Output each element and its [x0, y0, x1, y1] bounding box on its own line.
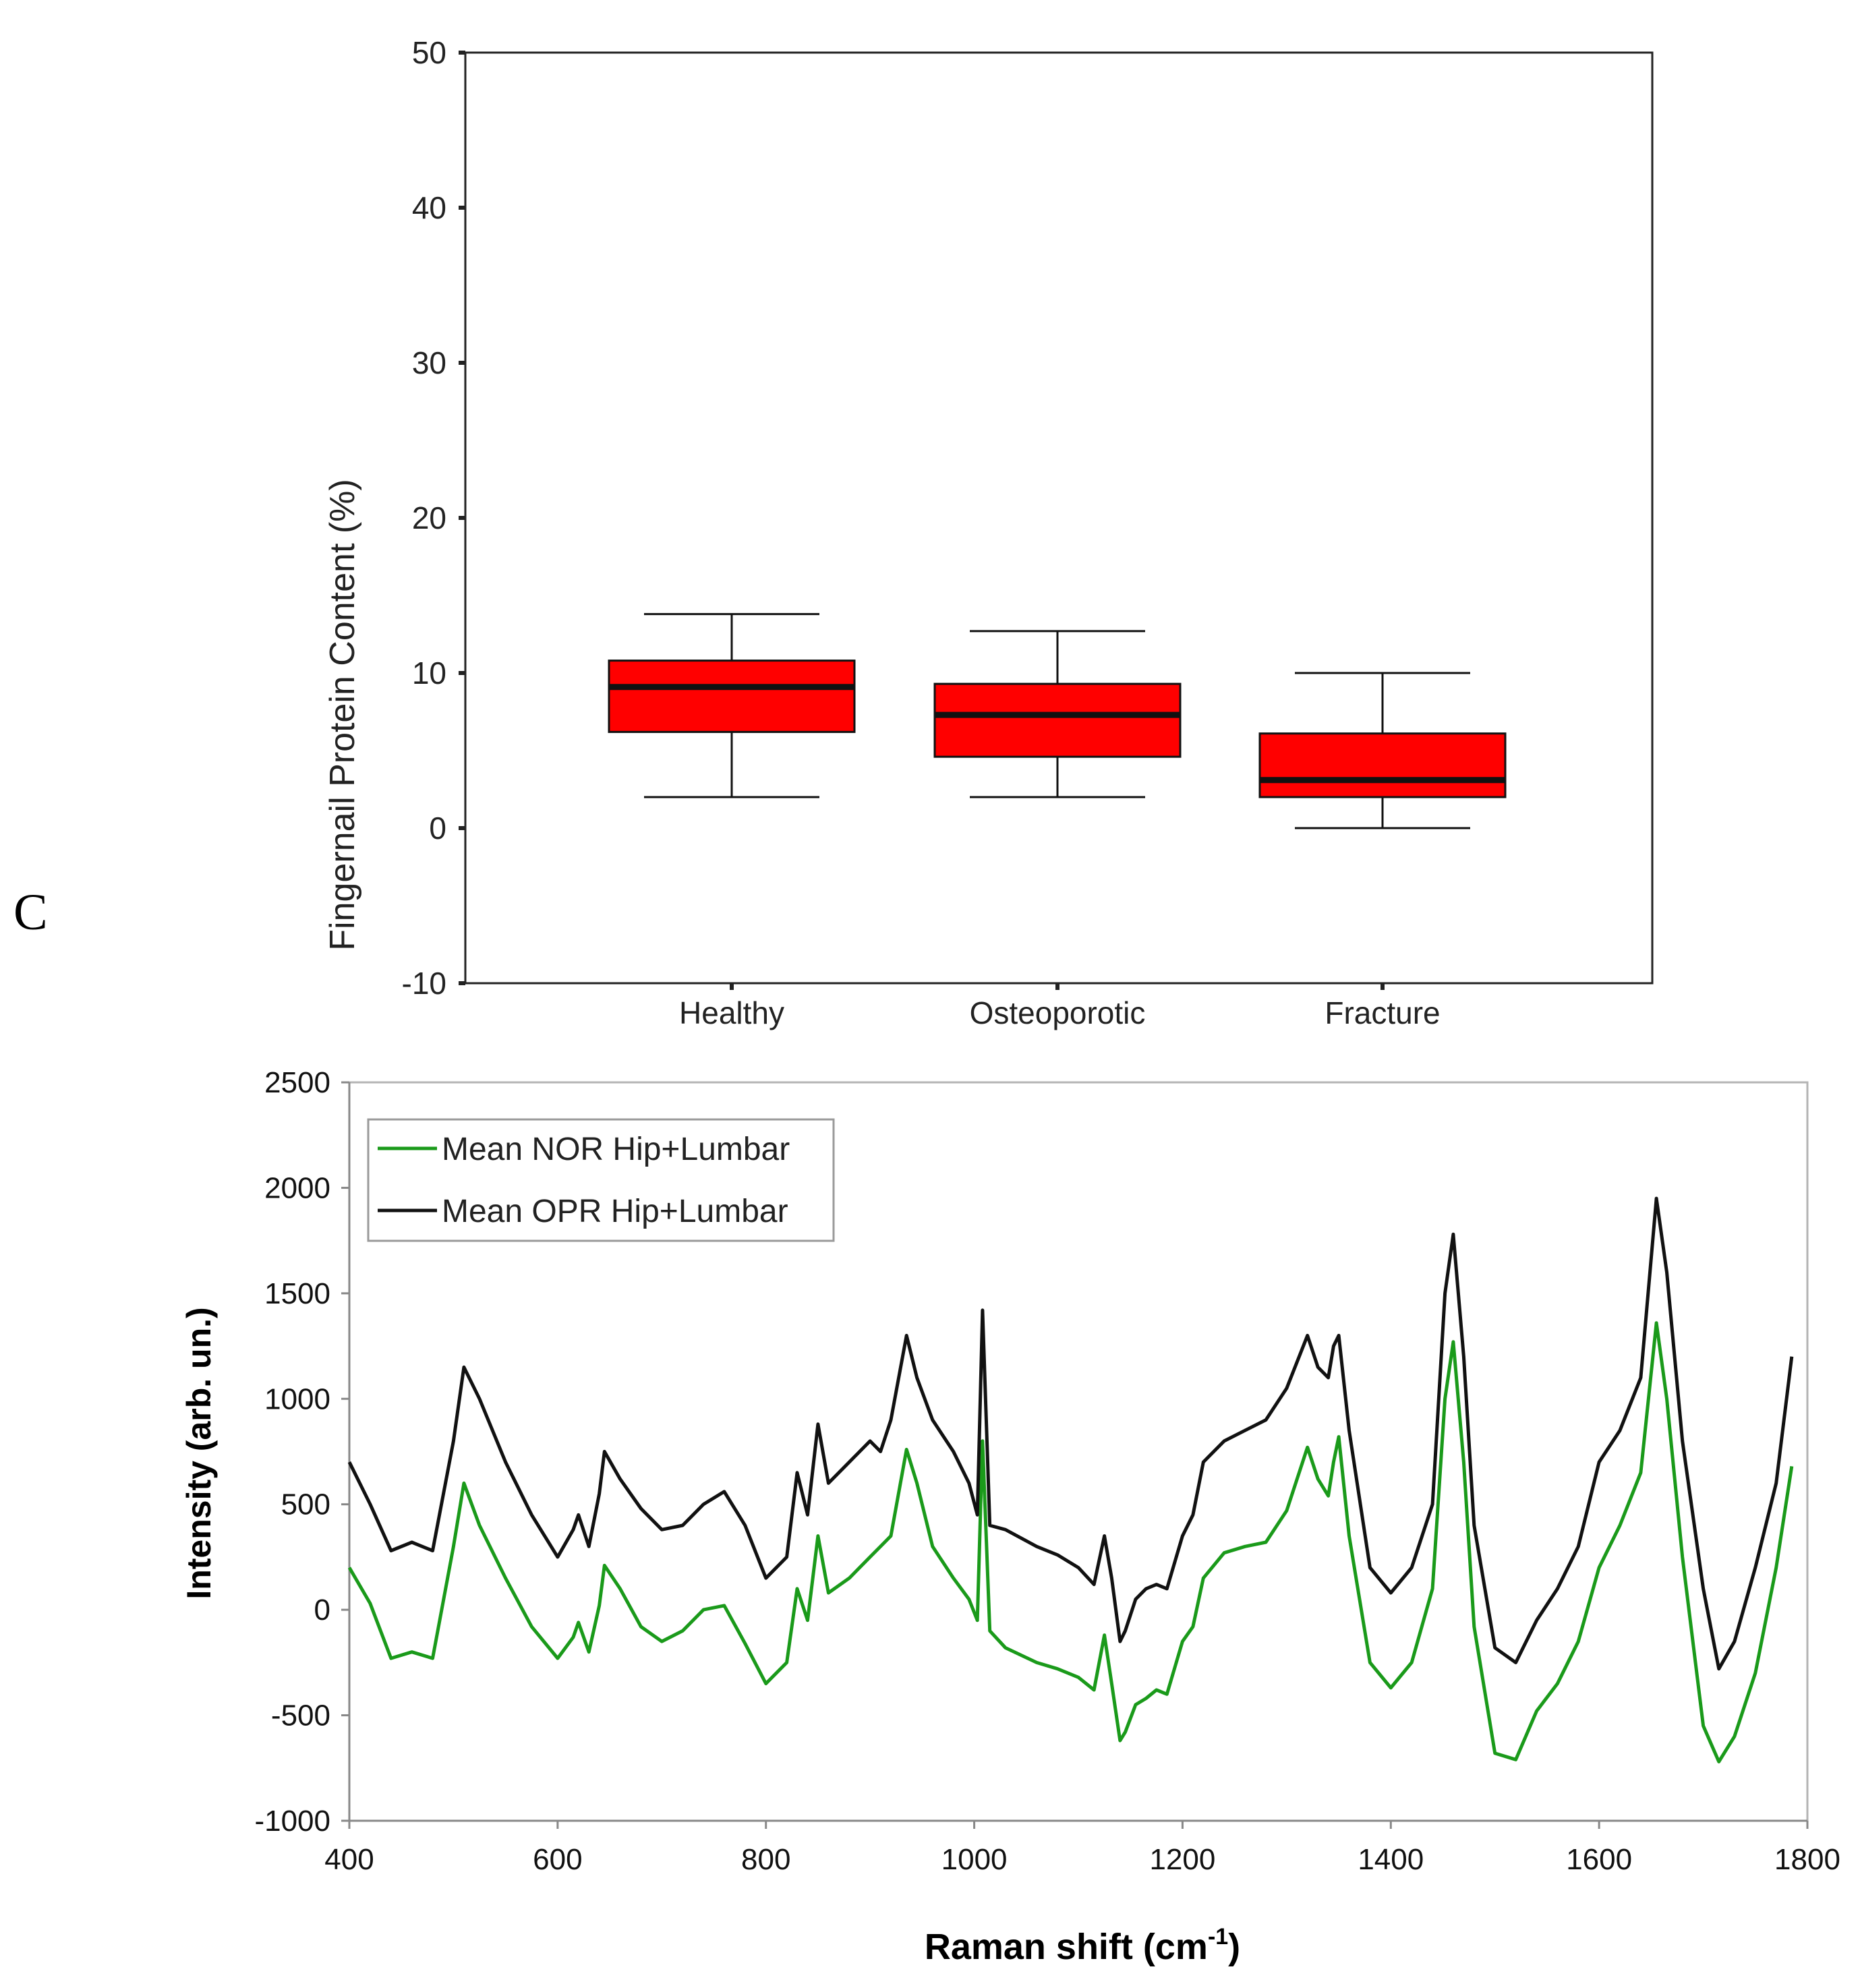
legend-label-nor: Mean NOR Hip+Lumbar [442, 1132, 790, 1167]
line-y-tick-label: 0 [314, 1594, 330, 1627]
box-y-tick-label: 40 [412, 190, 446, 225]
box-y-tick-label: 30 [412, 345, 446, 380]
series-line-nor [347, 1321, 1794, 1763]
panel-label: C [13, 884, 48, 941]
line-x-tick-label: 1400 [1358, 1843, 1424, 1876]
box-y-tick-label: 0 [429, 811, 446, 846]
box-y-axis-title: Fingernail Protein Content (%) [323, 479, 362, 950]
box-osteoporotic [933, 682, 1182, 758]
line-y-tick-label: 1000 [264, 1382, 330, 1415]
line-y-tick-label: 500 [281, 1488, 330, 1521]
box-x-tick-label: Fracture [1325, 995, 1440, 1030]
line-x-tick-label: 1600 [1566, 1843, 1632, 1876]
box-x-tick-label: Healthy [679, 995, 784, 1030]
line-y-tick-label: 2500 [264, 1066, 330, 1099]
box-y-tick-label: 50 [412, 35, 446, 70]
line-x-tick-label: 400 [324, 1843, 374, 1876]
line-x-tick-label: 1200 [1149, 1843, 1215, 1876]
line-x-tick-label: 1000 [941, 1843, 1008, 1876]
legend: Mean NOR Hip+Lumbar Mean OPR Hip+Lumbar [367, 1118, 835, 1242]
line-y-tick-label: -500 [271, 1699, 330, 1732]
box-x-tick-label: Osteoporotic [970, 995, 1146, 1030]
box-y-tick-label: 20 [412, 500, 446, 535]
legend-label-opr: Mean OPR Hip+Lumbar [442, 1194, 788, 1229]
line-x-tick-label: 1800 [1774, 1843, 1840, 1876]
legend-box [367, 1118, 835, 1242]
line-y-tick-label: 1500 [264, 1277, 330, 1310]
box-y-tick-label: 10 [412, 655, 446, 691]
box-plot-chart: 50 40 30 20 10 0 -10 Healthy Osteoporotic Fractur… [323, 35, 1654, 1030]
line-y-axis-title: Intensity (arb. un.) [180, 1307, 218, 1599]
box-y-tick-label: -10 [402, 966, 446, 1001]
line-y-tick-label: -1000 [254, 1805, 330, 1838]
series-line-opr [347, 1196, 1794, 1671]
line-x-tick-label: 800 [741, 1843, 790, 1876]
box-healthy [608, 660, 856, 733]
box-fracture [1258, 732, 1507, 798]
line-x-tick-label: 600 [533, 1843, 582, 1876]
line-x-axis-title: Raman shift (cm-1) [925, 1924, 1240, 1967]
line-y-tick-label: 2000 [264, 1171, 330, 1204]
